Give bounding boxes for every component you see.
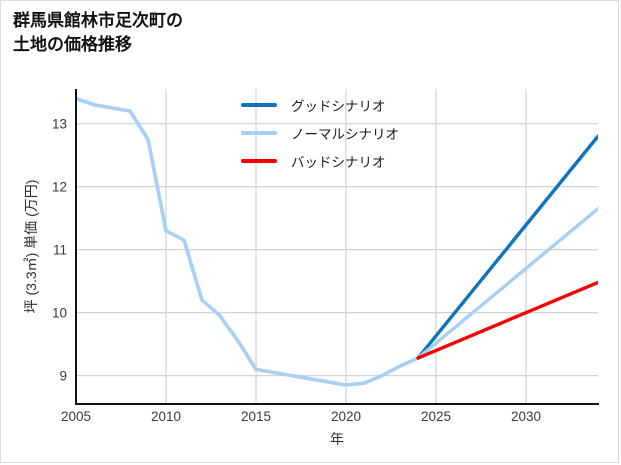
legend-item-label: グッドシナリオ (291, 99, 386, 114)
x-axis-label: 年 (330, 431, 344, 447)
x-tick-label: 2020 (330, 409, 362, 424)
legend-swatch-icon (241, 159, 277, 163)
x-tick-label: 2010 (150, 409, 182, 424)
series-line-bad (416, 280, 598, 360)
legend-item-label: ノーマルシナリオ (291, 127, 399, 142)
x-axis-line (75, 403, 599, 405)
page-title: 群馬県館林市足次町の 土地の価格推移 (13, 11, 183, 55)
legend-item-good[interactable]: グッドシナリオ (241, 93, 451, 117)
series-line-normal (416, 207, 598, 360)
legend-item-bad[interactable]: バッドシナリオ (241, 149, 451, 173)
x-tick-label: 2005 (60, 409, 92, 424)
legend-swatch-icon (241, 103, 277, 107)
y-axis-label: 坪 (3.3㎡) 単価 (万円) (23, 179, 39, 314)
legend-item-normal[interactable]: ノーマルシナリオ (241, 121, 451, 145)
x-tick-label: 2030 (510, 409, 542, 424)
y-axis-line (75, 89, 77, 405)
plot-area (76, 89, 598, 404)
y-tick-label: 10 (51, 305, 67, 321)
legend-item-label: バッドシナリオ (291, 155, 386, 170)
series-line-history (76, 96, 420, 387)
chart-canvas (76, 89, 598, 404)
series-line-good (416, 134, 598, 360)
legend-swatch-icon (241, 131, 277, 135)
x-tick-label: 2015 (240, 409, 272, 424)
y-tick-label: 12 (51, 179, 67, 195)
y-tick-label: 11 (52, 242, 67, 258)
y-tick-label: 9 (59, 368, 67, 384)
x-tick-label: 2025 (420, 409, 452, 424)
chart-legend: グッドシナリオ ノーマルシナリオ バッドシナリオ (241, 93, 451, 177)
y-tick-label: 13 (51, 116, 67, 132)
